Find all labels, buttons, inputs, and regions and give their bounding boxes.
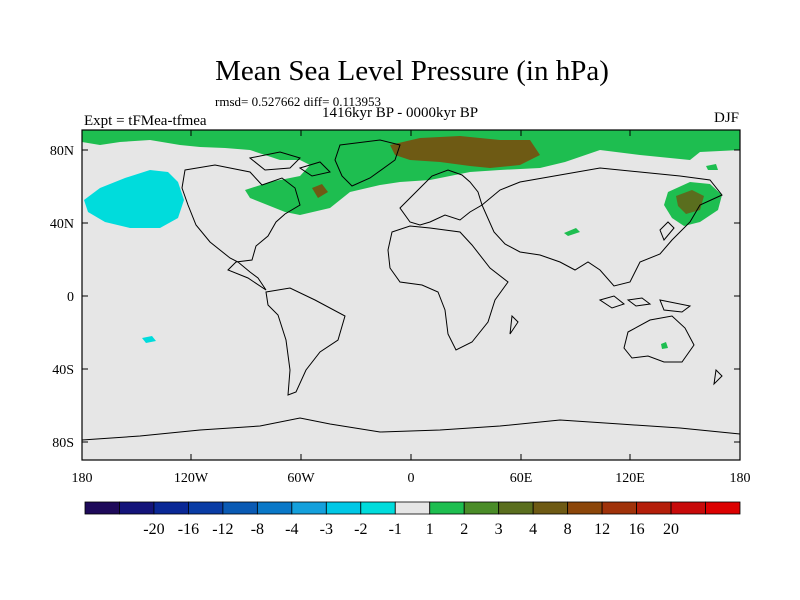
colorbar-swatch	[532, 501, 569, 515]
lat-label-80n: 80N	[50, 144, 74, 159]
colorbar-swatch	[601, 501, 637, 515]
coast-australia	[623, 315, 695, 363]
colorbar-label: -8	[251, 521, 264, 538]
colorbar-label: 8	[564, 521, 572, 538]
colorbar-swatch	[325, 501, 362, 515]
colorbar-label: 4	[529, 521, 537, 538]
colorbar-label: 12	[594, 521, 610, 538]
coast-antarctica	[81, 417, 741, 441]
anomaly-region-green-arctic	[82, 130, 740, 215]
colorbar-swatch	[256, 501, 293, 515]
colorbar-swatch	[394, 501, 431, 515]
colorbar-labels: -20 -16 -12 -8 -4 -3 -2 -1 1 2 3 4 8 12 16 20	[143, 521, 679, 538]
colorbar-label: -20	[143, 521, 164, 538]
colorbar-label: 3	[495, 521, 503, 538]
colorbar-label: 20	[663, 521, 679, 538]
lon-label-0: 0	[408, 471, 415, 486]
anomaly-region-green-asia	[564, 228, 580, 236]
map-background	[82, 130, 740, 460]
coast-madagascar	[509, 314, 519, 335]
coastlines	[81, 139, 741, 441]
colorbar-swatch	[567, 501, 603, 515]
period-subtitle: 1416kyr BP - 0000kyr BP	[322, 105, 479, 121]
season-label: DJF	[714, 110, 740, 126]
lon-label-180w: 180	[72, 471, 93, 486]
anomaly-region-green-eurasia	[706, 164, 718, 170]
lon-label-120e: 120E	[615, 471, 645, 486]
lon-label-60e: 60E	[510, 471, 533, 486]
colorbar-label: -2	[354, 521, 367, 538]
colorbar-swatch	[498, 501, 534, 515]
anomaly-region-olive-north	[390, 136, 540, 168]
colorbar-label: -16	[178, 521, 199, 538]
colorbar-swatch	[360, 501, 396, 515]
colorbar-swatch	[705, 501, 741, 515]
colorbar-swatch	[222, 501, 258, 515]
coast-north-america	[181, 164, 301, 291]
lon-label-60w: 60W	[287, 471, 315, 486]
colorbar-swatch	[84, 501, 120, 515]
colorbar-label: -4	[285, 521, 298, 538]
anomaly-region-olive-small	[312, 184, 328, 198]
colorbar-swatch	[119, 501, 155, 515]
lat-label-80s: 80S	[52, 436, 74, 451]
colorbar-swatch	[188, 501, 224, 515]
anomaly-region-green-australia	[661, 342, 668, 349]
coast-new-zealand	[713, 368, 723, 386]
lat-label-40s: 40S	[52, 363, 74, 378]
lon-label-180e: 180	[730, 471, 751, 486]
coast-japan	[659, 221, 675, 241]
coast-islands-se-asia	[598, 295, 692, 313]
anomaly-region-olive-pacific	[676, 190, 704, 214]
colorbar-swatch	[429, 501, 465, 515]
anomaly-region-cyan-south	[142, 336, 156, 343]
colorbar-label: -12	[212, 521, 233, 538]
coast-south-america	[265, 287, 346, 396]
longitude-ticks	[81, 130, 741, 460]
colorbar-label: -3	[320, 521, 333, 538]
coast-europe	[399, 169, 483, 226]
coast-asia	[481, 167, 723, 287]
coast-africa	[387, 225, 509, 351]
colorbar-swatch	[670, 501, 706, 515]
coast-greenland	[334, 139, 401, 187]
colorbar	[84, 501, 741, 515]
colorbar-swatch	[636, 501, 672, 515]
latitude-ticks	[82, 149, 740, 443]
stats-subtitle: rmsd= 0.527662 diff= 0.113953	[215, 94, 381, 109]
colorbar-swatch	[463, 501, 500, 515]
colorbar-swatch	[153, 501, 189, 515]
colorbar-label: -1	[389, 521, 402, 538]
lat-label-40n: 40N	[50, 217, 74, 232]
colorbar-label: 1	[426, 521, 434, 538]
lon-label-120w: 120W	[174, 471, 209, 486]
lat-label-0: 0	[67, 290, 74, 305]
colorbar-label: 2	[460, 521, 468, 538]
coast-arctic-islands	[248, 151, 331, 177]
anomaly-region-cyan-pacific	[84, 170, 184, 228]
experiment-label: Expt = tFMea-tfmea	[84, 113, 207, 129]
colorbar-label: 16	[629, 521, 645, 538]
chart-title: Mean Sea Level Pressure (in hPa)	[215, 55, 609, 87]
colorbar-swatch	[291, 501, 327, 515]
